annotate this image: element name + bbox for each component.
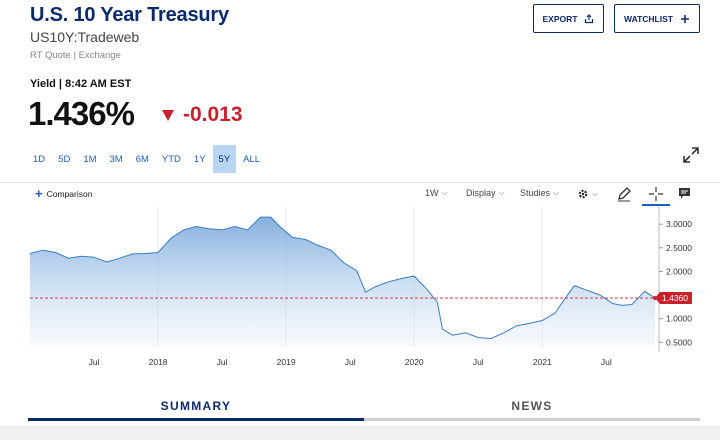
range-ytd-button[interactable]: YTD — [161, 153, 181, 165]
x-tick-label: 2021 — [533, 357, 552, 367]
chevron-down-icon: ⌵ — [553, 188, 560, 197]
chevron-down-icon: ⌵ — [441, 188, 448, 197]
interval-label: 1W — [425, 188, 439, 198]
settings-dropdown[interactable]: ⌵ — [577, 188, 598, 200]
display-label: Display — [466, 188, 496, 198]
y-tick-label: 2.0000 — [666, 266, 692, 276]
quote-source: RT Quote | Exchange — [30, 50, 121, 61]
x-tick-label: Jul — [89, 357, 100, 367]
yield-timestamp: Yield | 8:42 AM EST — [30, 78, 132, 90]
last-value-tag — [655, 292, 692, 305]
comparison-label: Comparison — [46, 189, 93, 199]
x-tick-label: 2020 — [405, 357, 424, 367]
range-all-button[interactable]: ALL — [243, 153, 261, 165]
expand-icon[interactable] — [682, 146, 700, 164]
range-5d-button[interactable]: 5D — [58, 153, 71, 165]
tab-summary[interactable]: SUMMARY — [28, 393, 364, 421]
chevron-down-icon: ⌵ — [498, 188, 505, 197]
chart-series-line — [29, 216, 656, 340]
x-tick-label: Jul — [217, 357, 228, 367]
y-tick-label: 2.5000 — [666, 243, 692, 253]
content-tabs: SUMMARY NEWS — [28, 393, 700, 421]
plus-icon — [680, 14, 689, 23]
pencil-icon[interactable] — [615, 185, 633, 203]
x-tick-label: 2019 — [277, 357, 296, 367]
last-price: 1.436% — [28, 95, 135, 132]
down-arrow-icon — [162, 109, 174, 121]
price-change: -0.013 — [162, 103, 243, 127]
active-tool-indicator — [642, 204, 670, 206]
y-tick-label: 0.5000 — [666, 337, 692, 347]
page-title: U.S. 10 Year Treasury — [30, 4, 229, 26]
range-3m-button[interactable]: 3M — [109, 153, 123, 165]
y-tick-label: 1.0000 — [666, 314, 692, 324]
time-range-selector: 1D 5D 1M 3M 6M YTD 1Y 5Y ALL — [27, 145, 267, 173]
x-tick-label: Jul — [473, 357, 484, 367]
watchlist-label: WATCHLIST — [624, 13, 673, 24]
quote-header: U.S. 10 Year Treasury — [30, 4, 229, 27]
studies-dropdown[interactable]: Studies ⌵ — [520, 188, 559, 198]
change-value: -0.013 — [183, 103, 243, 126]
chevron-down-icon: ⌵ — [592, 189, 599, 198]
y-tick-label: 3.0000 — [666, 219, 692, 229]
symbol-label: US10Y:Tradeweb — [30, 29, 140, 45]
last-value-label: 1.4360 — [662, 293, 688, 303]
watchlist-button[interactable]: WATCHLIST — [614, 4, 700, 33]
bottom-bar — [0, 426, 720, 440]
x-tick-label: 2018 — [149, 357, 168, 367]
range-5y-button[interactable]: 5Y — [212, 145, 237, 173]
comparison-button[interactable]: + Comparison — [35, 186, 93, 201]
range-1y-button[interactable]: 1Y — [193, 153, 206, 165]
interval-dropdown[interactable]: 1W ⌵ — [425, 188, 448, 198]
chart-toolbar: + Comparison 1W ⌵ Display ⌵ Studies ⌵ ⌵ — [0, 182, 720, 207]
export-label: EXPORT — [542, 13, 578, 24]
x-tick-label: Jul — [345, 357, 356, 367]
export-button[interactable]: EXPORT — [533, 4, 604, 33]
flag-icon[interactable] — [675, 185, 693, 203]
studies-label: Studies — [520, 188, 551, 198]
display-dropdown[interactable]: Display ⌵ — [466, 188, 505, 198]
gear-icon — [578, 189, 588, 199]
range-1d-button[interactable]: 1D — [33, 153, 46, 165]
chart-area-fill — [30, 217, 655, 347]
tab-news[interactable]: NEWS — [364, 393, 700, 421]
range-6m-button[interactable]: 6M — [135, 153, 149, 165]
share-icon — [585, 13, 594, 23]
x-tick-label: Jul — [601, 357, 612, 367]
plus-icon: + — [35, 186, 43, 201]
crosshair-icon[interactable] — [647, 185, 665, 203]
range-1m-button[interactable]: 1M — [83, 153, 97, 165]
